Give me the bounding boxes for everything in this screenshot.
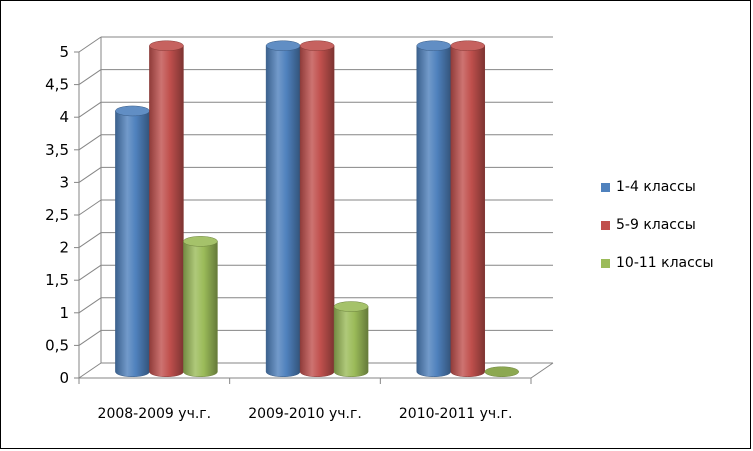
y-tick-label: 2,5 [45, 206, 69, 224]
legend-item: 10-11 классы [601, 253, 714, 273]
y-tick-label: 0,5 [45, 336, 69, 354]
y-tick-label: 3 [59, 173, 69, 191]
side-wall-gridline [78, 362, 102, 379]
side-wall-gridline [78, 297, 102, 314]
bar-2-3 [450, 45, 486, 377]
bar-2-1 [149, 45, 184, 377]
bar-3-2 [333, 306, 369, 377]
y-tick-label: 2 [59, 239, 69, 257]
side-wall-gridline [78, 166, 102, 183]
bar-top-1-2 [265, 40, 301, 51]
bar-1-1 [115, 110, 150, 377]
bar-top-1-1 [115, 105, 150, 117]
side-wall-gridline [78, 264, 102, 281]
side-wall-gridline [78, 232, 102, 249]
legend-swatch [601, 182, 610, 192]
bar-3-1 [183, 241, 218, 377]
side-wall-gridline [78, 134, 102, 151]
legend-label: 1-4 классы [616, 179, 696, 195]
side-wall-gridline [78, 36, 102, 53]
legend-item: 5-9 классы [601, 215, 714, 235]
bar-1-2 [265, 45, 301, 377]
bar-top-1-3 [416, 40, 452, 51]
y-tick-label: 4 [59, 108, 69, 126]
y-tick-label: 1,5 [45, 271, 69, 289]
bar-top-2-3 [450, 40, 486, 51]
y-tick-label: 4,5 [45, 76, 69, 94]
chart-legend: 1-4 классы 5-9 классы 10-11 классы [601, 177, 714, 291]
legend-label: 10-11 классы [616, 255, 714, 271]
bar-1-3 [416, 45, 452, 377]
legend-swatch [601, 258, 610, 268]
y-tick-label: 5 [59, 43, 69, 61]
side-wall-gridline [78, 101, 102, 118]
legend-item: 1-4 классы [601, 177, 714, 197]
y-tick-label: 0 [59, 369, 69, 387]
y-tick-label: 1 [59, 304, 69, 322]
side-wall-gridline [78, 329, 102, 346]
x-category-label: 2010-2011 уч.г. [399, 406, 513, 422]
side-wall-gridline [78, 69, 102, 86]
side-wall-gridline [78, 199, 102, 216]
bar-top-3-3 [484, 366, 520, 377]
legend-label: 5-9 классы [616, 217, 696, 233]
x-category-label: 2008-2009 уч.г. [98, 406, 212, 422]
bar-top-3-2 [333, 301, 369, 312]
legend-swatch [601, 220, 610, 230]
y-tick-label: 3,5 [45, 141, 69, 159]
x-category-label: 2009-2010 уч.г. [248, 406, 362, 422]
bar-top-2-1 [149, 40, 184, 51]
bar-top-3-1 [183, 236, 218, 247]
bar-2-2 [299, 45, 335, 377]
bar-top-2-2 [299, 40, 335, 51]
